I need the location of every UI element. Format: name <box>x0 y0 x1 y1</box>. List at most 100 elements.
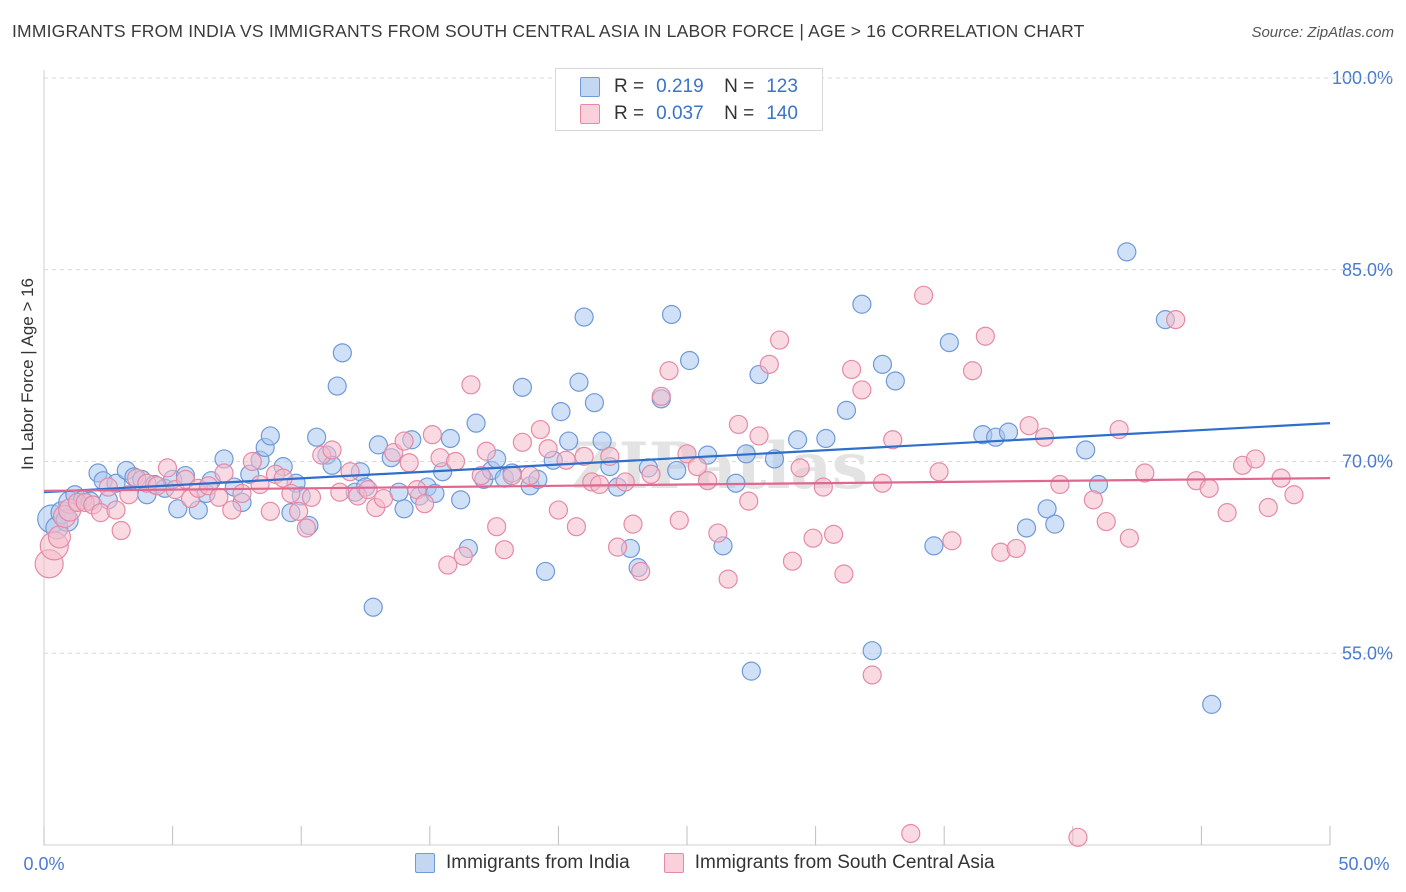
legend-row-sca: R = 0.037 N = 140 <box>580 102 798 126</box>
india-point <box>885 371 905 391</box>
sca-point <box>1258 497 1278 518</box>
sca-point <box>914 285 934 305</box>
india-point <box>440 428 460 449</box>
india-point <box>451 490 471 510</box>
india-point <box>1045 514 1065 534</box>
sca-r-value: 0.037 <box>656 103 704 124</box>
sca-point <box>222 500 242 520</box>
sca-point <box>214 463 234 483</box>
india-point <box>1076 440 1096 460</box>
india-point <box>998 422 1019 442</box>
sca-point <box>548 500 569 520</box>
sca-point <box>296 518 316 538</box>
sca-point <box>512 432 532 452</box>
india-r-label: R = <box>614 76 645 97</box>
legend-swatch-sca <box>663 853 684 873</box>
sca-point <box>260 501 280 521</box>
sca-point <box>607 537 628 557</box>
india-point <box>394 499 414 519</box>
india-point <box>741 661 761 681</box>
india-point <box>535 561 556 582</box>
legend-item-india[interactable]: Immigrants from India <box>415 852 630 874</box>
india-trend-line <box>43 422 1331 494</box>
india-point <box>764 449 785 469</box>
sca-point <box>901 823 921 844</box>
india-point <box>327 376 347 396</box>
india-point <box>872 354 893 374</box>
sca-point <box>1245 449 1266 469</box>
y-tick-label: 70.0% <box>1342 452 1393 472</box>
india-point <box>584 393 605 413</box>
sca-point <box>942 531 962 551</box>
legend-label-sca: Immigrants from South Central Asia <box>694 852 995 873</box>
india-point <box>924 536 944 556</box>
sca-point <box>852 380 872 400</box>
sca-point <box>289 501 309 521</box>
sca-point <box>520 465 540 486</box>
sca-point <box>98 477 118 497</box>
sca-point <box>373 488 394 509</box>
sca-point <box>728 414 749 435</box>
sca-point <box>502 465 522 486</box>
sca-point <box>782 551 803 571</box>
sca-point <box>749 426 769 446</box>
sca-point <box>111 520 131 541</box>
sca-point <box>631 561 651 582</box>
sca-point <box>790 458 810 478</box>
india-point <box>836 400 857 420</box>
india-n-label: N = <box>724 76 755 97</box>
india-point <box>363 597 383 617</box>
sca-swatch <box>580 104 600 124</box>
sca-point <box>1199 478 1219 498</box>
sca-point <box>330 482 350 502</box>
sca-point <box>769 330 790 350</box>
india-point <box>592 431 612 451</box>
sca-point <box>641 464 661 484</box>
sca-point <box>1135 463 1155 483</box>
legend-item-sca[interactable]: Immigrants from South Central Asia <box>663 852 995 874</box>
x-tick-label: 0.0% <box>23 854 64 874</box>
india-point <box>1202 694 1222 714</box>
sca-point <box>453 546 473 566</box>
sca-point <box>862 665 882 685</box>
india-r-value: 0.219 <box>656 76 704 97</box>
sca-point <box>929 462 949 482</box>
india-point <box>816 428 836 449</box>
stats-legend: R = 0.219 N = 123 R = 0.037 N = 140 <box>555 68 823 131</box>
sca-point <box>842 359 862 380</box>
india-point <box>168 499 188 519</box>
india-point <box>679 350 700 371</box>
sca-point <box>445 451 466 472</box>
sca-point <box>1019 416 1039 436</box>
sca-point <box>883 430 903 450</box>
sca-point <box>615 472 635 492</box>
india-point <box>332 343 352 363</box>
sca-point <box>340 462 360 482</box>
sca-point <box>394 431 414 451</box>
chart-title: IMMIGRANTS FROM INDIA VS IMMIGRANTS FROM… <box>12 21 1085 41</box>
india-point <box>1117 242 1137 262</box>
sca-point <box>301 487 322 507</box>
india-point <box>1016 518 1037 538</box>
sca-point <box>358 480 378 500</box>
sca-point <box>538 439 558 459</box>
sca-point <box>975 326 995 346</box>
sca-point <box>530 419 550 440</box>
india-point <box>466 413 486 433</box>
sca-point <box>422 425 442 445</box>
sca-point <box>813 477 833 497</box>
sca-point <box>106 500 126 520</box>
india-point <box>787 430 808 450</box>
india-n-value: 123 <box>766 76 798 97</box>
sca-point <box>399 453 419 473</box>
india-point <box>852 294 872 314</box>
india-point <box>939 333 959 353</box>
legend-swatch-india <box>415 853 435 873</box>
sca-point <box>250 474 270 495</box>
sca-trend-line <box>43 477 1331 493</box>
sca-r-label: R = <box>614 103 645 124</box>
legend-label-india: Immigrants from India <box>446 852 630 873</box>
sca-point <box>962 361 983 381</box>
india-point <box>574 307 594 327</box>
sca-point <box>759 354 779 374</box>
